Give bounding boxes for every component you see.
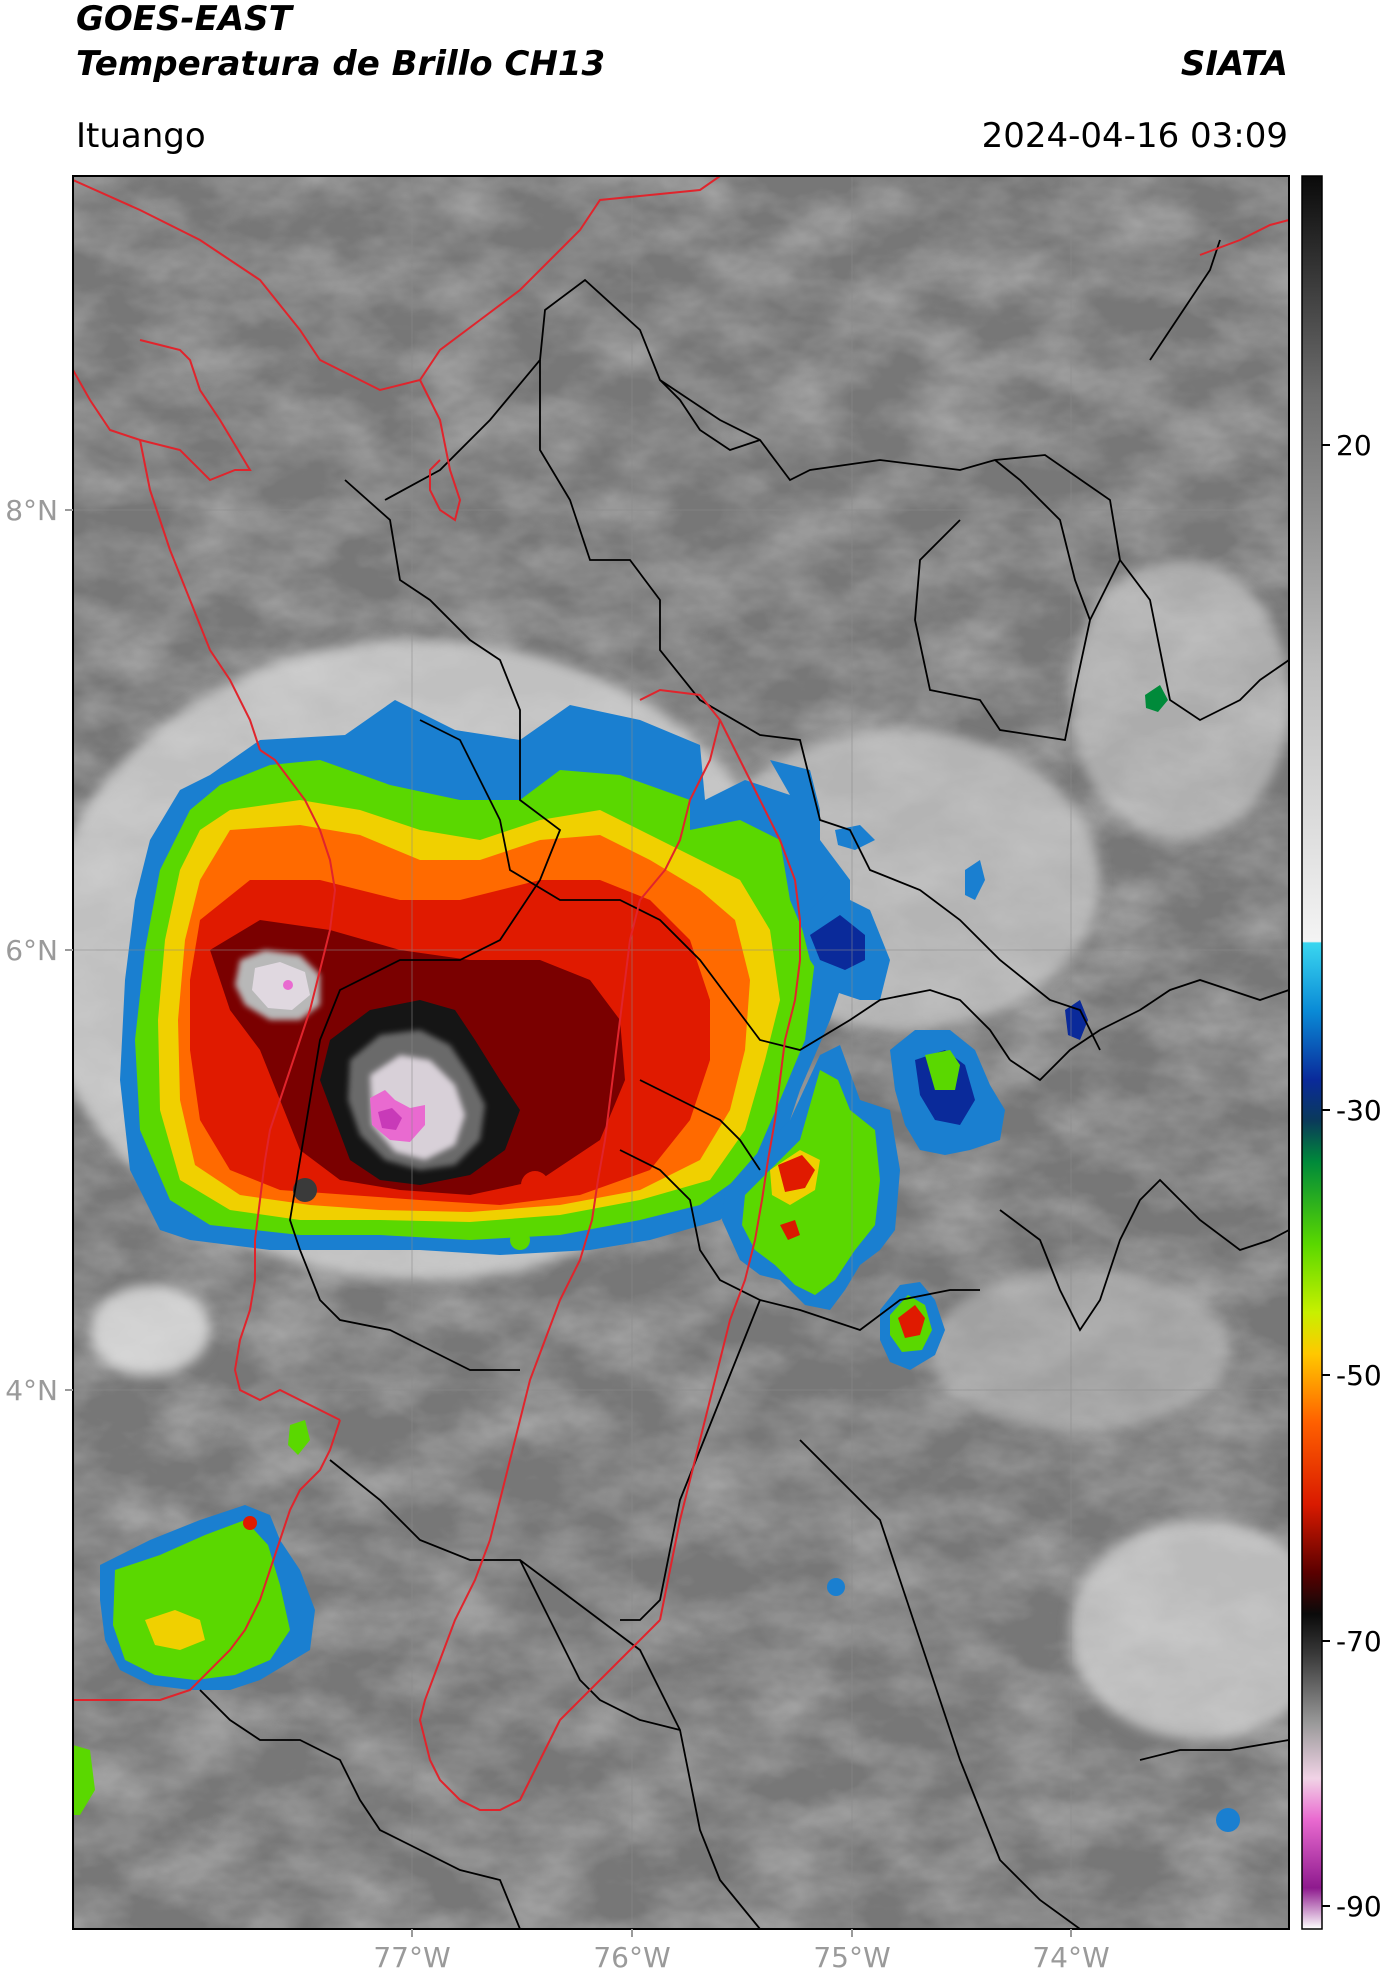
cell-ne-blue-fleck [835, 825, 875, 850]
lat-label-8n: 8°N [5, 494, 58, 527]
lon-label-74w: 74°W [1032, 1941, 1109, 1974]
datetime-label: 2024-04-16 03:09 [981, 116, 1288, 156]
title-product: Temperatura de Brillo CH13 [76, 44, 606, 84]
cell-east-darkblue [810, 915, 865, 970]
cell-sw-red [243, 1516, 257, 1530]
boundary-antioquia-west [289, 479, 562, 1371]
convective-cells-east [722, 685, 1168, 1370]
admin-boundaries [199, 239, 1289, 1929]
cirrus-northeast [1070, 560, 1289, 840]
lat-label-6n: 6°N [5, 934, 58, 967]
cell-w-small [288, 1420, 310, 1455]
coastline-northeast [1199, 219, 1289, 256]
boundary-caldas [619, 1149, 980, 1332]
coastline-north [73, 176, 721, 392]
gridlines [73, 176, 1289, 1929]
cb-label-minus90: -90 [1336, 1890, 1382, 1923]
boundary-santander [1119, 559, 1289, 722]
agency-label: SIATA [1180, 44, 1288, 84]
cb-label-20: 20 [1336, 429, 1372, 462]
map-border [72, 175, 1290, 1930]
cirrus-southeast [1070, 1520, 1289, 1740]
blob-red-se [521, 1171, 549, 1199]
boundary-antioquia-central [419, 719, 1011, 1061]
blob-green-s [510, 1230, 530, 1250]
boundary-bolivar [994, 459, 1091, 621]
colorbar-fill [1302, 176, 1322, 1929]
lon-axis: 77°W 76°W 75°W 74°W [373, 1929, 1110, 1974]
dept-boundary-red-east [418, 688, 722, 1811]
location-label: Ituango [76, 116, 206, 156]
cell-far-ne [1145, 685, 1168, 712]
cell-central-red-2 [780, 1220, 800, 1240]
overshoot-west-pink [283, 980, 293, 990]
dept-boundary-red-inner [659, 719, 801, 1621]
boundary-boyaca [1009, 979, 1289, 1082]
lat-axis: 8°N 6°N 4°N [5, 494, 73, 1407]
boundary-tolima [620, 1299, 761, 1621]
cell-se-red [898, 1305, 925, 1338]
border-panama [73, 339, 252, 482]
boundary-huila [799, 1439, 1081, 1929]
boundary-valle [329, 1459, 761, 1929]
cell-sw-yellow [145, 1610, 205, 1650]
coast-pacific-upper [233, 749, 341, 1421]
map-frame [73, 176, 1289, 1929]
boundary-risaralda [639, 1079, 761, 1171]
cell-se-corner [1216, 1808, 1240, 1832]
cb-label-minus30: -30 [1336, 1094, 1382, 1127]
colorbar-ticks [1322, 444, 1330, 1907]
national-boundaries [73, 176, 1289, 1811]
cell-central-red [778, 1155, 815, 1192]
boundary-cauca [199, 1689, 521, 1929]
lon-label-75w: 75°W [813, 1941, 890, 1974]
core-magenta [378, 1108, 402, 1130]
lon-label-76w: 76°W [593, 1941, 670, 1974]
boundary-meta [1139, 1739, 1289, 1761]
convective-cells-southwest [73, 1420, 1240, 1832]
coastline-gulf [419, 379, 462, 522]
blob-dark-sw [293, 1178, 317, 1202]
cell-w-edge [73, 1745, 95, 1815]
cb-label-minus70: -70 [1336, 1625, 1382, 1658]
colorbar: 20 -30 -50 -70 -90 [1301, 175, 1382, 1930]
boundary-north-inner [659, 379, 761, 451]
convective-core-main [120, 700, 850, 1255]
cell-ne-green [925, 1050, 960, 1090]
coast-pacific-lower [73, 1419, 341, 1701]
cirrus-east-band [930, 1270, 1230, 1430]
overshoot-west-light [252, 962, 310, 1010]
boundary-cesar [1149, 239, 1221, 361]
colorbar-border [1301, 175, 1323, 1930]
title-satellite: GOES-EAST [76, 0, 292, 39]
boundary-cordoba [539, 360, 1101, 1051]
boundary-south-inner [519, 1559, 681, 1731]
lat-label-4n: 4°N [5, 1374, 58, 1407]
boundary-choco-antioquia [384, 278, 1121, 742]
border-panama-south [139, 439, 261, 751]
cirrus-southwest-patch [90, 1285, 210, 1375]
boundary-cundinamarca [999, 1178, 1289, 1332]
cell-n-blue-small [965, 860, 985, 900]
cb-label-minus50: -50 [1336, 1359, 1382, 1392]
lon-label-77w: 77°W [373, 1941, 450, 1974]
cell-s-small [827, 1578, 845, 1596]
